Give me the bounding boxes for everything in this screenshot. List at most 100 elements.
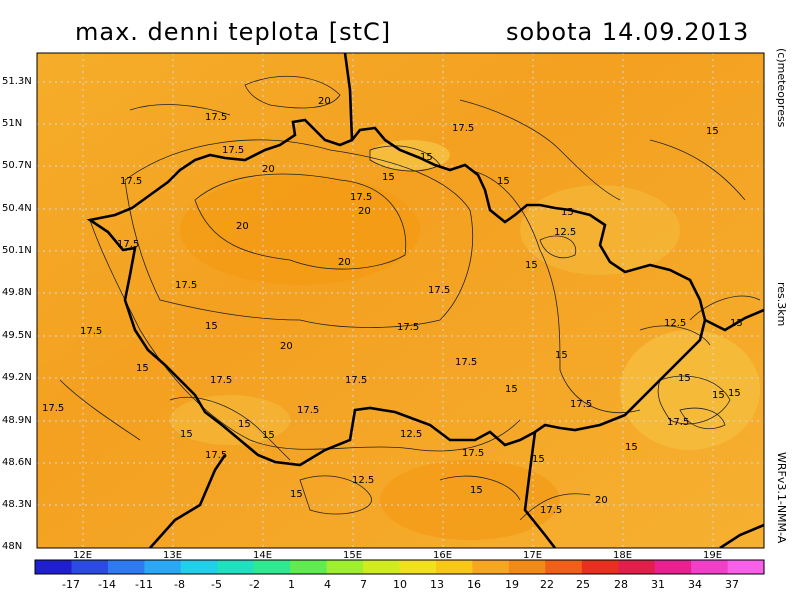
map-title: max. denni teplota [stC] (75, 18, 392, 46)
colorbar (35, 560, 765, 574)
contour-label: 20 (358, 206, 371, 217)
colorbar-tick: 1 (288, 578, 295, 591)
contour-label: 20 (280, 341, 293, 352)
contour-label: 15 (625, 442, 638, 453)
contour-label: 15 (505, 384, 518, 395)
colorbar-tick: 22 (540, 578, 554, 591)
colorbar-swatch (436, 560, 473, 574)
contour-label: 20 (318, 96, 331, 107)
contour-label: 15 (180, 429, 193, 440)
colorbar-swatch (107, 560, 145, 574)
contour-label: 20 (236, 221, 249, 232)
contour-label: 20 (338, 257, 351, 268)
contour-label: 17.5 (117, 239, 139, 250)
slovakia-austria-border (523, 431, 557, 548)
contour-label: 17.5 (667, 417, 689, 428)
temperature-field (37, 53, 764, 548)
lat-label: 49.8N (2, 287, 32, 298)
contour-label: 17.5 (455, 357, 477, 368)
colorbar-swatch (654, 560, 692, 574)
contour-label: 12.5 (664, 318, 686, 329)
contour-label: 15 (706, 126, 719, 137)
contour-label: 15 (290, 489, 303, 500)
contour-label: 15 (525, 260, 538, 271)
contour-label: 15 (532, 454, 545, 465)
colorbar-tick: 7 (360, 578, 367, 591)
colorbar-tick: 31 (651, 578, 665, 591)
colorbar-tick: 37 (725, 578, 739, 591)
contour-label: 12.5 (352, 475, 374, 486)
lon-label: 15E (343, 550, 363, 561)
colorbar-swatch (180, 560, 218, 574)
colorbar-swatch (472, 560, 510, 574)
contour-label: 17.5 (42, 403, 64, 414)
contour-label: 17.5 (120, 176, 142, 187)
lat-label: 49.2N (2, 372, 32, 383)
lon-label: 19E (703, 550, 723, 561)
lon-label: 12E (73, 550, 93, 561)
contour-label: 15 (470, 485, 483, 496)
lat-label: 50.7N (2, 160, 32, 171)
colorbar-swatch (144, 560, 182, 574)
colorbar-tick: 34 (688, 578, 702, 591)
colorbar-swatch (508, 560, 546, 574)
contour-label: 17.5 (80, 326, 102, 337)
colorbar-tick: 16 (467, 578, 481, 591)
contour-label: 15 (238, 419, 251, 430)
lat-label: 49.5N (2, 330, 32, 341)
contour-label: 15 (262, 430, 275, 441)
contour-label: 12.5 (400, 429, 422, 440)
contour-label: 17.5 (397, 322, 419, 333)
lon-label: 13E (163, 550, 183, 561)
colorbar-tick: 25 (576, 578, 590, 591)
contour-label: 15 (382, 172, 395, 183)
map-frame (36, 52, 765, 549)
colorbar-tick: -14 (98, 578, 116, 591)
lon-label: 18E (613, 550, 633, 561)
contour-label: 15 (728, 388, 741, 399)
lon-label: 17E (523, 550, 543, 561)
contour-label: 15 (555, 350, 568, 361)
colorbar-swatch (618, 560, 656, 574)
cool-zone-northeast (520, 185, 680, 275)
contour-label: 17.5 (175, 280, 197, 291)
colorbar-tick: 28 (614, 578, 628, 591)
contour-label: 17.5 (205, 450, 227, 461)
warm-zone-south (380, 460, 560, 540)
colorbar-tick: -8 (174, 578, 185, 591)
contour-label: 20 (595, 495, 608, 506)
contour-label: 12.5 (554, 227, 576, 238)
colorbar-swatch (326, 560, 364, 574)
credit-label: (c)meteopress (775, 48, 788, 128)
contour-label: 17.5 (570, 399, 592, 410)
colorbar-tick: 10 (393, 578, 407, 591)
lat-label: 51.3N (2, 76, 32, 87)
contour-label: 17.5 (205, 112, 227, 123)
colorbar-tick: -2 (249, 578, 260, 591)
graticule (37, 53, 764, 548)
contour-label: 17.5 (297, 405, 319, 416)
contour-label: 17.5 (345, 375, 367, 386)
slovakia-poland-border (704, 308, 764, 332)
contour-label: 17.5 (428, 285, 450, 296)
colorbar-swatch (363, 560, 401, 574)
colorbar-tick: -5 (211, 578, 222, 591)
contour-label: 15 (730, 318, 743, 329)
colorbar-tick: 19 (505, 578, 519, 591)
contour-label: 17.5 (452, 123, 474, 134)
colorbar-swatch (545, 560, 583, 574)
contour-label: 17.5 (210, 375, 232, 386)
warm-zone-bohemia (180, 175, 420, 285)
contour-label: 15 (205, 321, 218, 332)
isotherm-lines (59, 75, 761, 521)
contour-label: 17.5 (222, 145, 244, 156)
model-label: WRFv3.1-NMM-A (775, 452, 788, 544)
colorbar-swatch (581, 560, 619, 574)
hungary-border (719, 523, 764, 548)
colorbar-swatch (35, 560, 72, 574)
lat-label: 48.6N (2, 457, 32, 468)
forecast-date: sobota 14.09.2013 (506, 18, 750, 46)
lat-label: 50.1N (2, 245, 32, 256)
contour-labels: 20 17.5 20 17.5 15 15 17.5 20 17.5 15 15 20 17.5 15 12… (42, 96, 743, 516)
